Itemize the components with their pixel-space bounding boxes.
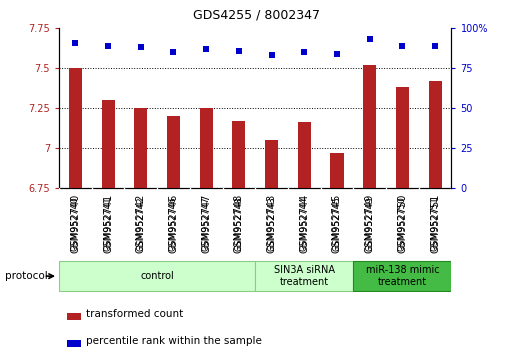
Text: GSM952751: GSM952751: [430, 196, 440, 251]
Text: GSM952745: GSM952745: [332, 193, 342, 253]
Text: GSM952748: GSM952748: [234, 196, 243, 251]
Text: GSM952740: GSM952740: [71, 196, 80, 251]
Text: GDS4255 / 8002347: GDS4255 / 8002347: [193, 9, 320, 22]
Point: [104, 43, 112, 49]
Bar: [59, 261, 255, 291]
Text: GSM952742: GSM952742: [136, 193, 146, 253]
Point: [71, 40, 80, 46]
Text: GSM952746: GSM952746: [169, 196, 178, 251]
Text: GSM952750: GSM952750: [398, 196, 407, 251]
Point: [235, 48, 243, 53]
Text: GSM952744: GSM952744: [299, 193, 309, 252]
Point: [398, 43, 406, 49]
Text: GSM952741: GSM952741: [104, 196, 112, 251]
Text: GSM952747: GSM952747: [201, 193, 211, 253]
Text: GSM952743: GSM952743: [267, 193, 277, 252]
Text: GSM952750: GSM952750: [398, 193, 407, 253]
Bar: [67, 340, 81, 347]
Bar: [363, 65, 376, 188]
Bar: [67, 313, 81, 320]
Bar: [330, 153, 344, 188]
Bar: [134, 108, 147, 188]
Text: GSM952751: GSM952751: [430, 193, 440, 253]
Text: miR-138 mimic
treatment: miR-138 mimic treatment: [366, 265, 439, 287]
Bar: [102, 100, 114, 188]
Text: GSM952740: GSM952740: [70, 193, 81, 252]
Text: transformed count: transformed count: [87, 309, 184, 319]
Text: SIN3A siRNA
treatment: SIN3A siRNA treatment: [274, 265, 335, 287]
Point: [267, 53, 275, 58]
Bar: [396, 87, 409, 188]
Text: GSM952746: GSM952746: [168, 193, 179, 252]
Point: [202, 46, 210, 52]
Point: [333, 51, 341, 57]
Text: GSM952745: GSM952745: [332, 196, 342, 251]
Bar: [265, 140, 278, 188]
Point: [300, 50, 308, 55]
Bar: [255, 261, 353, 291]
Point: [169, 50, 177, 55]
Text: GSM952749: GSM952749: [365, 196, 374, 251]
Text: GSM952743: GSM952743: [267, 196, 276, 251]
Point: [431, 43, 439, 49]
Bar: [232, 121, 245, 188]
Text: GSM952748: GSM952748: [234, 193, 244, 252]
Point: [136, 45, 145, 50]
Text: percentile rank within the sample: percentile rank within the sample: [87, 336, 262, 346]
Text: protocol: protocol: [5, 271, 48, 281]
Bar: [298, 122, 311, 188]
Text: GSM952741: GSM952741: [103, 193, 113, 252]
Text: GSM952744: GSM952744: [300, 196, 309, 251]
Bar: [353, 261, 451, 291]
Text: GSM952747: GSM952747: [202, 196, 211, 251]
Bar: [69, 68, 82, 188]
Point: [366, 37, 374, 42]
Text: control: control: [140, 271, 174, 281]
Bar: [200, 108, 213, 188]
Bar: [428, 81, 442, 188]
Bar: [167, 116, 180, 188]
Text: GSM952742: GSM952742: [136, 196, 145, 251]
Text: GSM952749: GSM952749: [365, 193, 374, 252]
